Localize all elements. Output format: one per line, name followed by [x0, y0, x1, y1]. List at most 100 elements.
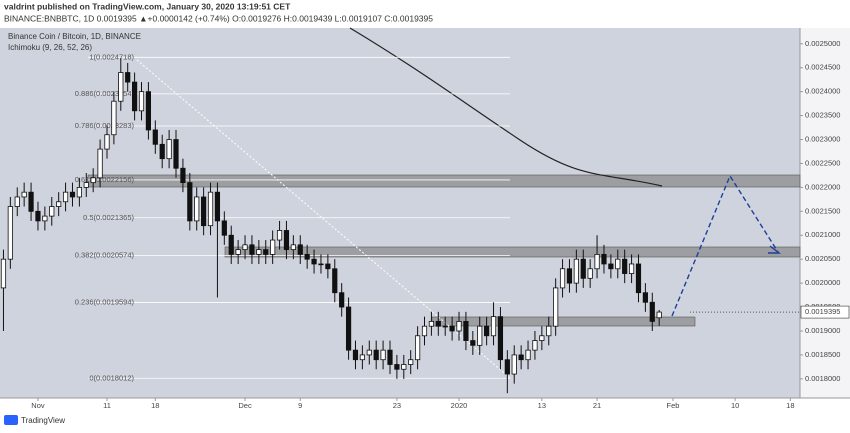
candle-body	[194, 196, 200, 222]
candle-body	[138, 91, 145, 112]
candle-body	[539, 335, 545, 341]
footer: TradingView	[21, 416, 65, 425]
candle-body	[546, 325, 552, 337]
candle-body	[118, 72, 124, 102]
y-tick-label: 0.0018000	[805, 374, 840, 383]
y-tick-label: 0.0024000	[805, 87, 840, 96]
candle-body	[532, 340, 538, 351]
y-tick-label: 0.0023500	[805, 111, 840, 120]
y-tick-label: 0.0021500	[805, 206, 840, 215]
candle-body	[635, 263, 642, 294]
candle-body	[152, 129, 158, 145]
x-tick-label: 2020	[451, 401, 468, 410]
candle-body	[490, 316, 497, 337]
candle-body	[601, 254, 607, 265]
candle-body	[28, 191, 34, 212]
candle-body	[49, 206, 55, 217]
candle-body	[628, 263, 635, 274]
candle-body	[504, 359, 510, 375]
candle-body	[642, 292, 648, 303]
candle-body	[159, 143, 165, 160]
candle-body	[332, 268, 338, 294]
candle-body	[559, 268, 566, 289]
candle-body	[21, 191, 27, 198]
candle-body	[518, 354, 524, 361]
candle-body	[587, 268, 593, 279]
moving-average	[349, 27, 663, 187]
fib-label: 0.786(0.0023283)	[75, 121, 135, 130]
candle-body	[0, 258, 7, 289]
candle-body	[270, 239, 276, 255]
candle-body	[449, 325, 455, 332]
fib-label: 0.382(0.0020574)	[75, 251, 135, 260]
candle-body	[104, 134, 110, 150]
candle-body	[187, 182, 193, 222]
candle-body	[477, 325, 483, 346]
candle-body	[456, 321, 462, 332]
candle-body	[622, 258, 628, 274]
candle-body	[256, 249, 262, 255]
candle-body	[42, 215, 48, 222]
resistance-zone	[87, 174, 801, 188]
candle-body	[249, 244, 255, 255]
logo-icon	[4, 415, 18, 425]
candle-body	[311, 258, 317, 265]
candle-body	[97, 148, 103, 179]
candle-body	[207, 191, 214, 227]
candle-body	[83, 182, 89, 188]
candle-body	[69, 191, 76, 198]
x-tick-label: 9	[298, 401, 302, 410]
x-tick-label: 18	[786, 401, 794, 410]
candle-body	[242, 244, 248, 251]
fib-label: 1(0.0024718)	[89, 52, 134, 61]
support-zone	[431, 316, 696, 327]
x-tick-label: Nov	[31, 401, 45, 410]
candle-body	[359, 354, 365, 361]
candle-body	[290, 244, 296, 251]
y-tick-label: 0.0022500	[805, 158, 840, 167]
candle-body	[111, 100, 117, 136]
candle-body	[221, 220, 227, 236]
candle-body	[304, 254, 310, 260]
candle-body	[408, 359, 414, 365]
candle-body	[283, 230, 290, 251]
candle-body	[180, 167, 186, 184]
candle-body	[228, 234, 234, 255]
candle-body	[421, 325, 428, 337]
candle-body	[484, 325, 490, 337]
candle-body	[511, 354, 517, 375]
candle-body	[401, 364, 407, 370]
candle-body	[131, 81, 138, 112]
resistance-zone	[224, 246, 801, 258]
last-price-box	[800, 305, 850, 319]
fib-label: 0.5(0.0021365)	[83, 213, 134, 222]
candle-body	[442, 325, 448, 328]
quote: BINANCE:BNBBTC, 1D 0.0019395 ▲+0.0000142…	[4, 13, 433, 23]
y-tick-label: 0.0021000	[805, 230, 840, 239]
candle-body	[566, 268, 573, 284]
legend-indicator: Ichimoku (9, 26, 52, 26)	[8, 43, 92, 52]
projection-arrow	[671, 174, 779, 317]
x-tick-label: 21	[593, 401, 601, 410]
candle-body	[525, 349, 531, 361]
y-tick-label: 0.0024500	[805, 63, 840, 72]
legend-symbol: Binance Coin / Bitcoin, 1D, BINANCE	[8, 32, 141, 41]
x-tick-label: 10	[731, 401, 739, 410]
candle-body	[435, 321, 441, 327]
candle-body	[318, 263, 324, 266]
y-tick-label: 0.0023000	[805, 135, 840, 144]
candle-body	[90, 177, 96, 184]
candle-body	[656, 311, 662, 319]
candle-body	[7, 206, 13, 260]
candle-body	[615, 258, 621, 270]
candle-body	[339, 292, 345, 308]
candle-body	[649, 301, 655, 322]
candle-body	[553, 287, 559, 327]
candle-body	[428, 321, 435, 327]
candle-body	[62, 191, 69, 203]
fib-label: 0(0.0018012)	[89, 373, 134, 382]
y-tick-label: 0.0020000	[805, 278, 840, 287]
x-tick-label: 11	[103, 401, 111, 410]
last-price-label: 0.0019395	[805, 307, 840, 316]
fib-trend-line	[136, 59, 511, 379]
